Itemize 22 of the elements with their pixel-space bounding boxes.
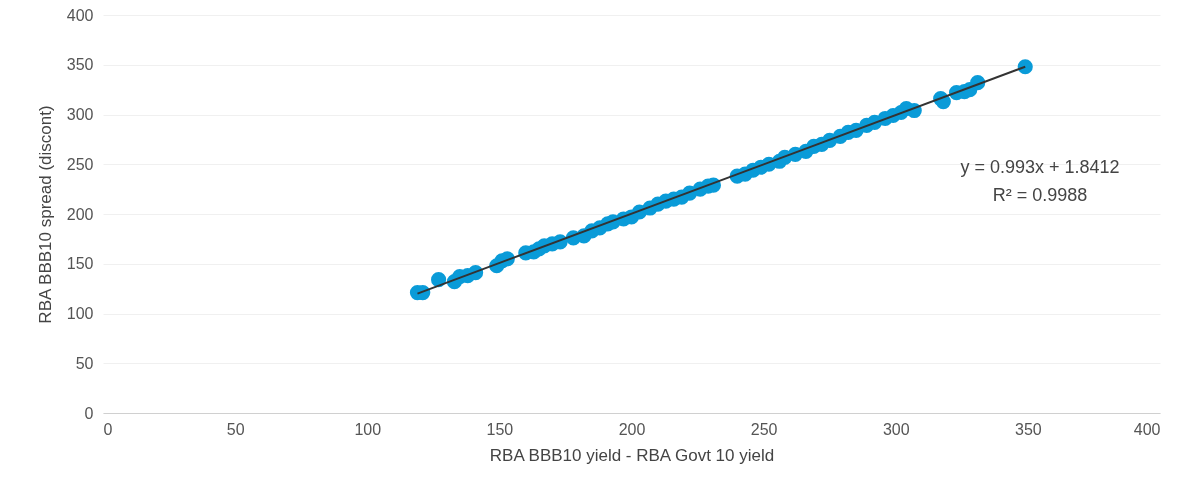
y-tick-label: 50 xyxy=(75,354,94,372)
y-tick-label: 100 xyxy=(66,305,94,322)
x-tick-label: 400 xyxy=(1133,420,1161,438)
annotation: y = 0.993x + 1.8412 xyxy=(960,157,1120,177)
x-tick-label: 350 xyxy=(1015,420,1042,438)
x-tick-label: 0 xyxy=(103,420,113,438)
y-axis-title: RBA BBB10 spread (discont) xyxy=(35,105,55,324)
y-tick-label: 350 xyxy=(66,56,94,74)
x-tick-label: 200 xyxy=(618,420,646,438)
y-tick-label: 400 xyxy=(66,6,94,24)
y-tick-label: 0 xyxy=(84,404,94,422)
x-tick-label: 150 xyxy=(486,420,514,438)
y-tick-label: 150 xyxy=(66,255,94,273)
x-tick-label: 250 xyxy=(750,420,778,438)
y-tick-label: 250 xyxy=(66,155,94,173)
x-axis-title: RBA BBB10 yield - RBA Govt 10 yield xyxy=(489,445,775,465)
annotation: R² = 0.9988 xyxy=(992,185,1088,205)
y-tick-label: 200 xyxy=(66,205,94,223)
y-tick-label: 300 xyxy=(66,106,94,123)
x-tick-label: 50 xyxy=(226,420,245,438)
x-tick-label: 100 xyxy=(354,420,382,438)
x-tick-label: 300 xyxy=(882,420,910,438)
